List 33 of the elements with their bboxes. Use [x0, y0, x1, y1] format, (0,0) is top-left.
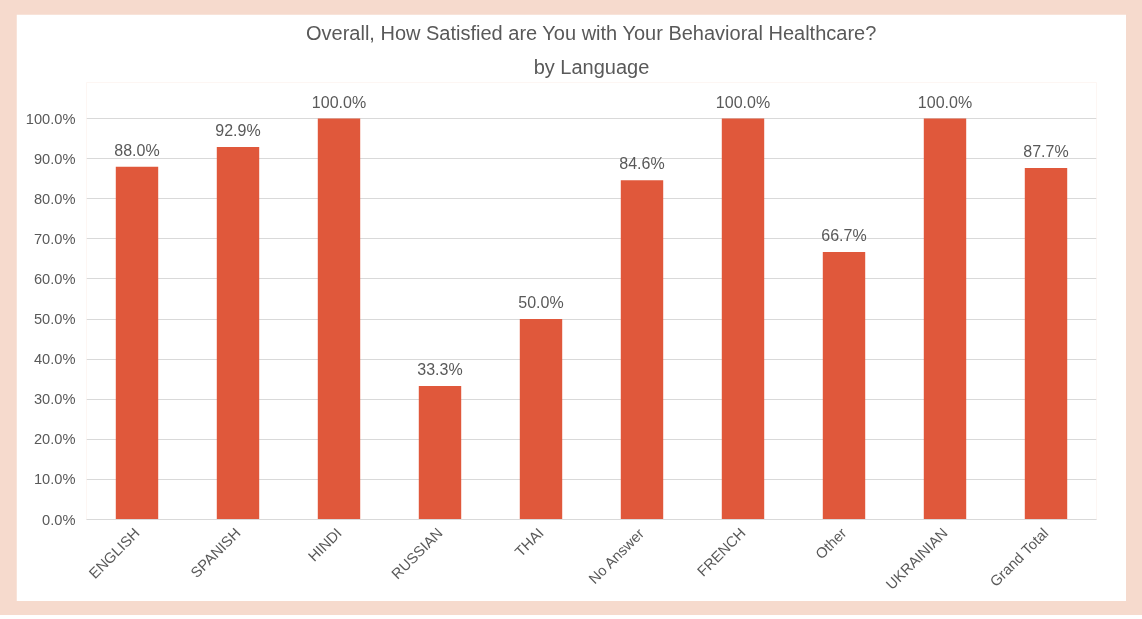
y-tick-label: 100.0% — [25, 110, 76, 127]
data-label: 84.6% — [619, 155, 665, 173]
y-tick-label: 90.0% — [33, 150, 76, 167]
bar — [923, 118, 967, 520]
data-label: 50.0% — [518, 294, 564, 312]
data-label: 92.9% — [215, 122, 261, 140]
data-label: 100.0% — [311, 93, 367, 111]
y-tick-label: 70.0% — [33, 230, 76, 247]
y-tick-label: 80.0% — [33, 190, 76, 207]
y-tick-label: 50.0% — [33, 311, 76, 328]
data-label: 87.7% — [1023, 142, 1069, 160]
y-tick-label: 60.0% — [33, 270, 76, 287]
bar — [216, 147, 260, 520]
data-label: 33.3% — [417, 360, 463, 378]
chart-subtitle: by Language — [533, 55, 650, 78]
y-tick-label: 30.0% — [33, 391, 76, 408]
data-label: 100.0% — [917, 93, 973, 111]
bar — [721, 118, 765, 520]
bar — [822, 252, 866, 520]
bar — [620, 180, 664, 520]
data-label: 88.0% — [114, 141, 160, 159]
bar — [317, 118, 361, 520]
data-label: 66.7% — [821, 227, 867, 245]
bar — [519, 319, 563, 520]
y-tick-label: 10.0% — [33, 471, 76, 488]
y-tick-label: 20.0% — [33, 431, 76, 448]
y-tick-label: 40.0% — [33, 351, 76, 368]
data-label: 100.0% — [715, 93, 771, 111]
bar — [418, 385, 462, 520]
bar — [1024, 167, 1068, 520]
y-tick-label: 0.0% — [42, 511, 76, 528]
bar — [115, 166, 159, 520]
chart-title: Overall, How Satisfied are You with Your Behavioral Healthcare? — [305, 21, 877, 44]
